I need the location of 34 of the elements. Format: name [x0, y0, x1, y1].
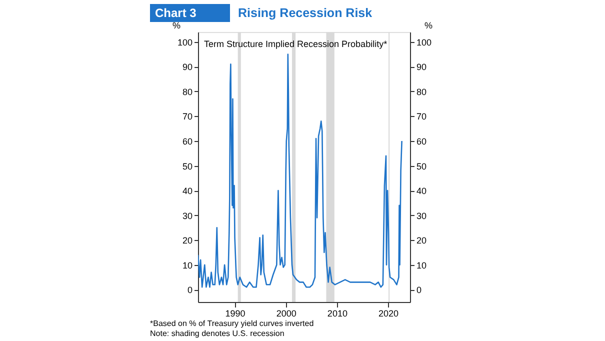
y2-tick-label: 0 [416, 285, 422, 296]
y-tick-label: 40 [182, 186, 192, 196]
text: Note: shading denotes U.S. recession [150, 329, 284, 338]
y-tick-label: 20 [182, 236, 192, 246]
y2-tick-label: 70 [416, 112, 427, 122]
text: Term Structure Implied Recession Probability* [204, 39, 388, 49]
y2-tick-label: 20 [416, 236, 427, 246]
x-tick-label: 2000 [276, 308, 296, 318]
y-tick-label: 100 [177, 37, 192, 48]
text: *Based on % of Treasury yield curves inverted [150, 319, 314, 328]
y-tick-label: 0 [187, 285, 192, 296]
chart-title: Rising Recession Risk [238, 6, 372, 20]
y2-tick-label: 80 [416, 86, 427, 97]
y-axis-title: % [172, 20, 181, 30]
x-tick-label: 1990 [225, 308, 246, 318]
y-tick-label: 50 [182, 161, 192, 172]
x-tick-label: 2020 [378, 308, 399, 318]
line-series [198, 54, 402, 288]
y-tick-label: 80 [182, 86, 192, 97]
y-tick-label: 30 [182, 210, 192, 221]
y2-axis-title: % [424, 20, 433, 30]
y2-tick-label: 30 [416, 210, 427, 221]
y2-tick-label: 100 [416, 37, 432, 48]
y2-tick-label: 50 [416, 161, 427, 172]
caption: Chart 3 [155, 6, 197, 20]
y-tick-label: 70 [182, 112, 192, 122]
y2-tick-label: 60 [416, 136, 427, 146]
x-tick-label: 2010 [327, 308, 348, 318]
y2-tick-label: 40 [416, 186, 427, 196]
y-tick-label: 90 [182, 62, 192, 72]
y-tick-label: 10 [182, 260, 192, 270]
y2-tick-label: 90 [416, 62, 427, 72]
y-tick-label: 60 [182, 136, 192, 146]
y2-tick-label: 10 [416, 260, 427, 270]
